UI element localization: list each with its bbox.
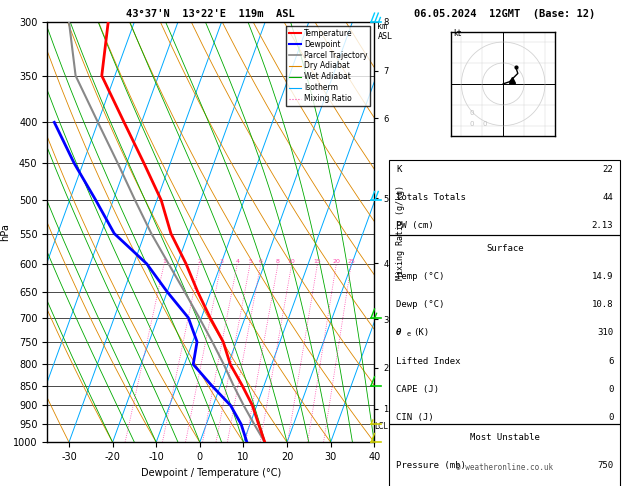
Bar (389, 160, 620, 235)
Y-axis label: hPa: hPa (0, 223, 10, 241)
Text: Pressure (mb): Pressure (mb) (396, 461, 466, 470)
Text: 44: 44 (603, 193, 613, 202)
Text: 25: 25 (347, 259, 355, 264)
Text: Surface: Surface (486, 244, 523, 253)
Text: Mixing Ratio (g/kg): Mixing Ratio (g/kg) (396, 185, 405, 279)
Text: CIN (J): CIN (J) (396, 413, 434, 422)
Text: km
ASL: km ASL (377, 22, 392, 41)
Text: 14.9: 14.9 (592, 272, 613, 281)
Text: Lifted Index: Lifted Index (396, 357, 461, 365)
Text: LCL: LCL (374, 422, 388, 432)
Text: 06.05.2024  12GMT  (Base: 12): 06.05.2024 12GMT (Base: 12) (414, 9, 596, 19)
Text: 15: 15 (314, 259, 321, 264)
Text: 3: 3 (219, 259, 223, 264)
X-axis label: Dewpoint / Temperature (°C): Dewpoint / Temperature (°C) (141, 468, 281, 478)
Text: e: e (407, 330, 411, 337)
Text: 6: 6 (259, 259, 263, 264)
Bar (389, 424, 620, 486)
Text: θ: θ (396, 329, 402, 337)
Text: 2: 2 (198, 259, 201, 264)
Text: 4: 4 (235, 259, 239, 264)
Text: 1: 1 (162, 259, 166, 264)
Text: 10: 10 (288, 259, 296, 264)
Text: 0: 0 (608, 413, 613, 422)
Legend: Temperature, Dewpoint, Parcel Trajectory, Dry Adiabat, Wet Adiabat, Isotherm, Mi: Temperature, Dewpoint, Parcel Trajectory… (286, 26, 370, 106)
Text: 8: 8 (276, 259, 280, 264)
Text: 0: 0 (470, 110, 474, 116)
Text: 22: 22 (603, 165, 613, 174)
Text: 310: 310 (597, 329, 613, 337)
Text: K: K (396, 165, 402, 174)
Text: 5: 5 (248, 259, 252, 264)
Text: CAPE (J): CAPE (J) (396, 385, 439, 394)
Text: Totals Totals: Totals Totals (396, 193, 466, 202)
Text: © weatheronline.co.uk: © weatheronline.co.uk (456, 463, 554, 472)
Text: 2.13: 2.13 (592, 221, 613, 230)
Text: 0: 0 (470, 121, 474, 127)
Text: 0: 0 (608, 385, 613, 394)
Text: PW (cm): PW (cm) (396, 221, 434, 230)
Text: 20: 20 (332, 259, 340, 264)
Text: Most Unstable: Most Unstable (470, 433, 540, 442)
Text: kt: kt (453, 29, 461, 38)
Text: Dewp (°C): Dewp (°C) (396, 300, 445, 309)
Text: 43°37'N  13°22'E  119m  ASL: 43°37'N 13°22'E 119m ASL (126, 9, 295, 19)
Text: 10.8: 10.8 (592, 300, 613, 309)
Text: 750: 750 (597, 461, 613, 470)
Bar (389, 235, 620, 424)
Text: 6: 6 (608, 357, 613, 365)
Text: (K): (K) (413, 329, 429, 337)
Text: 0: 0 (482, 121, 487, 127)
Text: Temp (°C): Temp (°C) (396, 272, 445, 281)
